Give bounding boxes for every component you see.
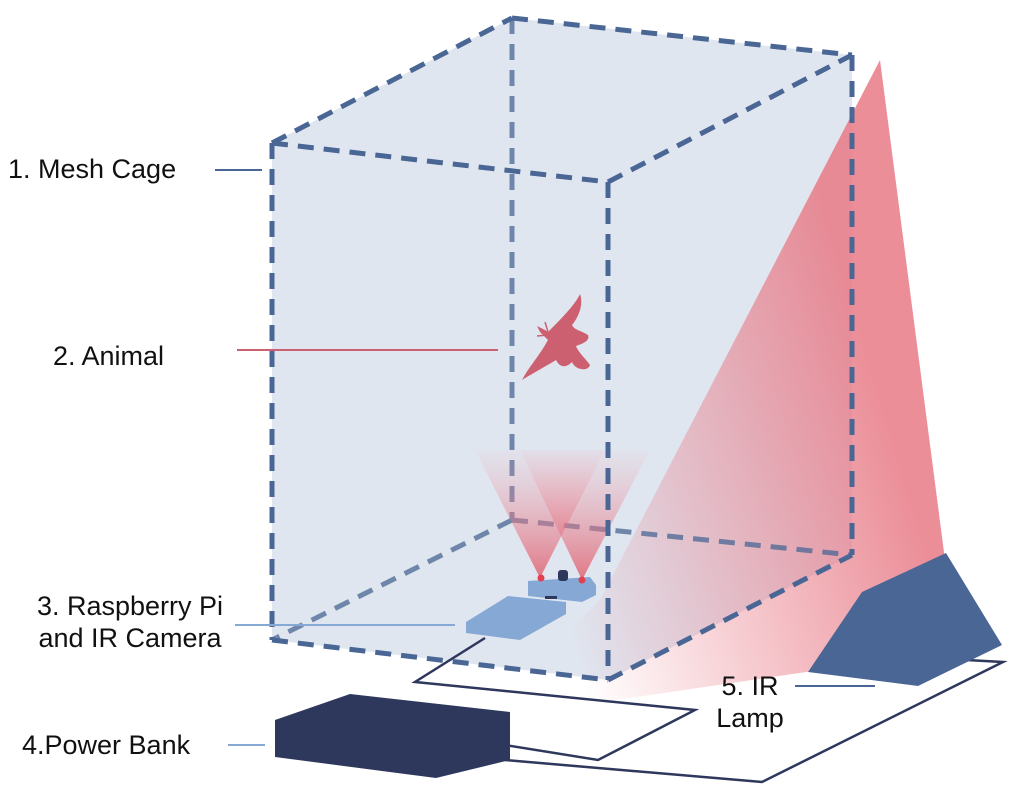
label-ir-lamp-line1: 5. IR: [721, 671, 779, 701]
camera-lens-icon: [558, 570, 568, 581]
label-animal: 2. Animal: [53, 341, 165, 371]
power-bank: [275, 694, 510, 778]
label-raspberry-pi-line1: 3. Raspberry Pi: [36, 591, 224, 621]
label-ir-lamp-line2: Lamp: [716, 703, 784, 733]
ir-lamp: [808, 553, 1002, 686]
label-ir-lamp: 5. IR Lamp: [705, 670, 795, 734]
ir-led-icon: [537, 574, 545, 582]
label-mesh-cage: 1. Mesh Cage: [8, 154, 177, 184]
cage-front-edges: [269, 15, 855, 683]
moth-icon: [522, 294, 590, 380]
label-raspberry-pi-line2: and IR Camera: [38, 623, 222, 653]
label-power-bank: 4.Power Bank: [22, 730, 191, 760]
ir-led-cone-right: [520, 450, 650, 580]
raspberry-pi-camera: [466, 570, 596, 640]
ir-led-icon: [578, 576, 586, 584]
label-raspberry-pi: 3. Raspberry Pi and IR Camera: [19, 590, 241, 654]
